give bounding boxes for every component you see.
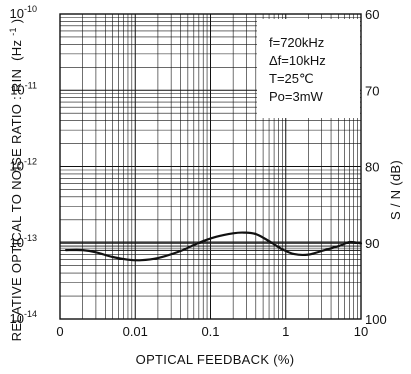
plot-frame	[59, 13, 362, 320]
y-right-tick-label: 100	[365, 312, 387, 327]
y-right-tick-label: 90	[365, 236, 379, 251]
y-left-tick-base: 10	[10, 235, 24, 250]
grid	[59, 14, 361, 320]
y-left-tick-base: 10	[10, 6, 24, 21]
y-left-tick-exp: -14	[24, 309, 37, 319]
y-left-axis-unit-close: )	[9, 19, 24, 24]
y-left-tick-base: 10	[10, 159, 24, 174]
annotation-block: f=720kHz Δf=10kHz T=25℃ Po=3mW	[269, 35, 326, 104]
x-tick-label: 0	[56, 324, 63, 339]
y-left-tick-label: 10-11	[10, 80, 37, 97]
y-left-tick-exp: -11	[25, 80, 37, 90]
y-left-axis-unit-base: (Hz	[9, 40, 24, 61]
y-left-tick-base: 10	[10, 82, 24, 97]
annotation-line: T=25℃	[269, 71, 314, 86]
y-left-tick-exp: -12	[24, 157, 37, 167]
annotation-line: Po=3mW	[269, 89, 324, 104]
rin-curve	[64, 231, 363, 262]
x-axis-title: OPTICAL FEEDBACK (%)	[136, 352, 295, 367]
y-left-tick-label: 10-10	[10, 4, 37, 21]
annotation-line: f=720kHz	[269, 35, 324, 50]
y-left-axis-unit-exp: -1	[8, 27, 18, 36]
y-left-tick-label: 10-13	[10, 233, 37, 250]
annotation-line: Δf=10kHz	[269, 53, 326, 68]
y-left-tick-label: 10-14	[10, 309, 37, 326]
y-right-tick-label: 70	[365, 83, 379, 98]
x-tick-label: 0.1	[201, 324, 219, 339]
y-left-axis-title-label: RELATIVE OPTICAL TO NOISE RATIO : RIN	[9, 69, 24, 342]
y-right-tick-label: 60	[365, 7, 379, 22]
y-right-tick-label: 80	[365, 160, 379, 175]
x-tick-label: 10	[354, 324, 368, 339]
annotation-box	[257, 19, 360, 118]
x-tick-label: 1	[282, 324, 289, 339]
y-left-axis-title: RELATIVE OPTICAL TO NOISE RATIO : RIN (H…	[4, 19, 24, 342]
y-left-tick-exp: -13	[24, 233, 37, 243]
y-left-tick-label: 10-12	[10, 157, 37, 174]
y-left-tick-base: 10	[10, 311, 24, 326]
y-left-tick-exp: -10	[24, 4, 37, 14]
tick-layer: 0 0.01 0.1 1 1010-1010-1110-1210-1310-146070…	[10, 4, 387, 339]
series-layer	[64, 231, 363, 262]
y-right-axis-title: S / N (dB)	[388, 160, 403, 220]
x-tick-label: 0.01	[123, 324, 148, 339]
